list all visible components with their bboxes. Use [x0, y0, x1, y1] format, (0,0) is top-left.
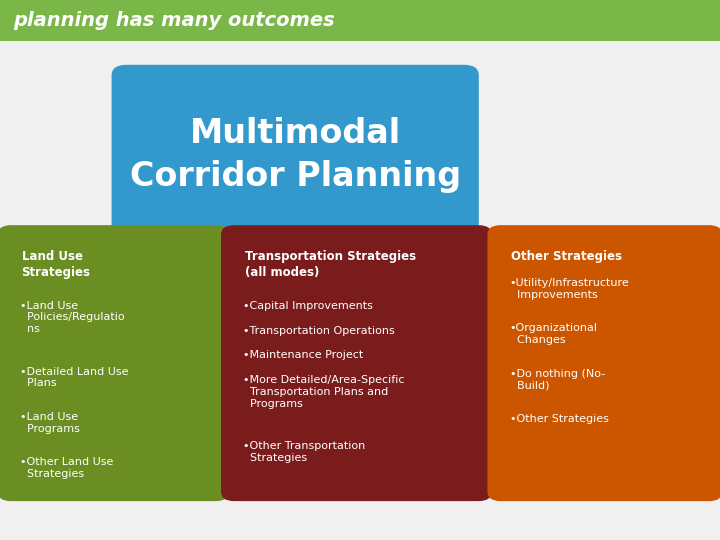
FancyBboxPatch shape: [487, 225, 720, 501]
Text: •Other Transportation
  Strategies: •Other Transportation Strategies: [243, 441, 366, 463]
Text: •Other Land Use
  Strategies: •Other Land Use Strategies: [20, 457, 114, 479]
Text: •Do nothing (No-
  Build): •Do nothing (No- Build): [510, 369, 605, 390]
FancyBboxPatch shape: [0, 0, 720, 40]
FancyBboxPatch shape: [0, 225, 229, 501]
Text: •Capital Improvements: •Capital Improvements: [243, 301, 373, 311]
Text: Multimodal
Corridor Planning: Multimodal Corridor Planning: [130, 117, 461, 193]
Text: Other Strategies: Other Strategies: [511, 250, 622, 263]
Text: •Land Use
  Programs: •Land Use Programs: [20, 412, 80, 434]
Text: •Transportation Operations: •Transportation Operations: [243, 326, 395, 336]
Text: •Utility/Infrastructure
  Improvements: •Utility/Infrastructure Improvements: [510, 278, 629, 300]
Text: •More Detailed/Area-Specific
  Transportation Plans and
  Programs: •More Detailed/Area-Specific Transportat…: [243, 375, 405, 408]
FancyBboxPatch shape: [221, 225, 492, 501]
Text: •Detailed Land Use
  Plans: •Detailed Land Use Plans: [20, 367, 129, 388]
Text: •Land Use
  Policies/Regulatio
  ns: •Land Use Policies/Regulatio ns: [20, 301, 125, 334]
Text: •Organizational
  Changes: •Organizational Changes: [510, 323, 598, 345]
Text: •Other Strategies: •Other Strategies: [510, 414, 608, 424]
Text: •Maintenance Project: •Maintenance Project: [243, 350, 364, 361]
Text: Transportation Strategies
(all modes): Transportation Strategies (all modes): [245, 250, 416, 279]
Text: Land Use
Strategies: Land Use Strategies: [22, 250, 91, 279]
Text: planning has many outcomes: planning has many outcomes: [13, 11, 335, 30]
FancyBboxPatch shape: [112, 65, 479, 246]
